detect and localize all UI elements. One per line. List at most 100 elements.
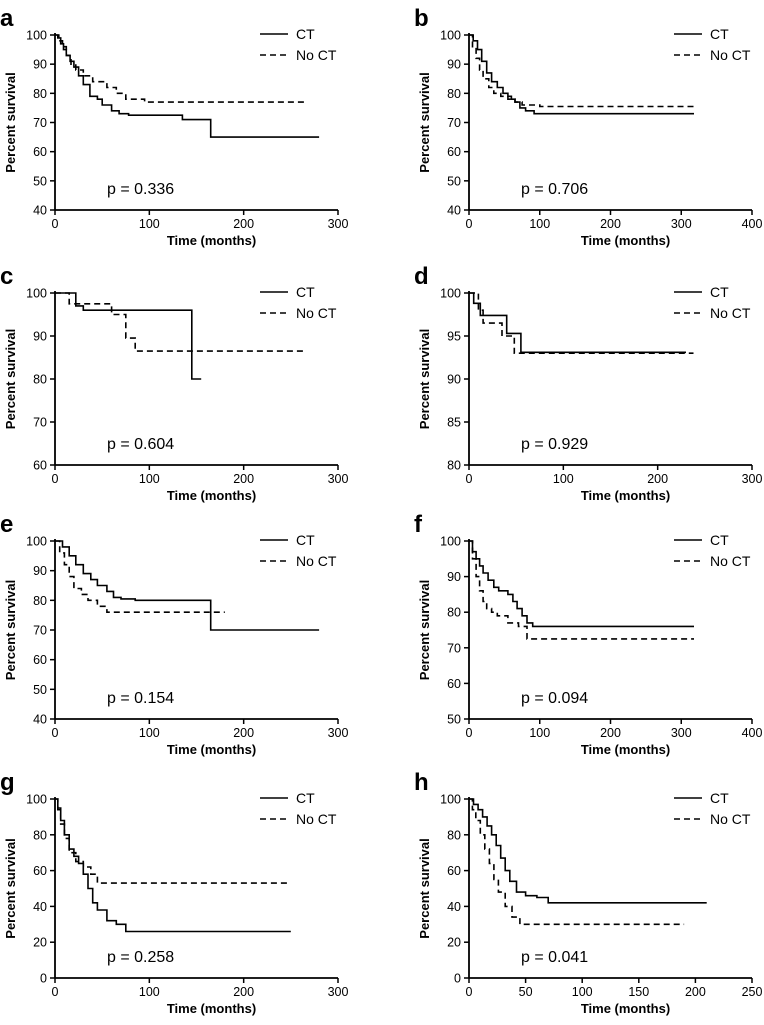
panel-b: b 40 50 60 70 80 90 100 0 100 200 300 400 Time (month… (414, 5, 762, 248)
panel-b-y-tick-label: 90 (447, 58, 461, 72)
panel-e-x-tick-label: 100 (139, 726, 160, 740)
panel-a-x-tick-label: 200 (233, 217, 254, 231)
panel-f-x-axis-title: Time (months) (581, 742, 670, 757)
panel-b-y-tick-label: 100 (440, 29, 461, 43)
panel-c-y-tick-label: 100 (26, 287, 47, 301)
panel-d-letter: d (414, 263, 429, 290)
panel-c: c 60 70 80 90 100 0 100 200 300 Time (months) Perce… (0, 263, 348, 503)
panel-e-y-tick-label: 100 (26, 535, 47, 549)
panel-f-legend-label: CT (710, 532, 729, 548)
panel-b-x-tick-label: 0 (466, 217, 473, 231)
panel-b-x-tick-label: 400 (742, 217, 763, 231)
panel-g-y-tick-label: 100 (26, 793, 47, 807)
panel-e-x-tick-label: 0 (52, 726, 59, 740)
panel-h-x-tick-label: 200 (685, 985, 706, 999)
panel-g-y-tick-label: 60 (33, 864, 47, 878)
panel-a-y-tick-label: 60 (33, 145, 47, 159)
panel-c-p-value: p = 0.604 (107, 436, 174, 453)
panel-c-y-tick-label: 60 (33, 459, 47, 473)
panel-d-x-tick-label: 200 (647, 472, 668, 486)
panel-g-y-axis-title: Percent survival (3, 838, 18, 938)
panel-h-legend-label: CT (710, 790, 729, 806)
panel-d-legend-label: CT (710, 284, 729, 300)
panel-c-y-tick-label: 90 (33, 330, 47, 344)
panel-a-p-value: p = 0.336 (107, 181, 174, 198)
panel-f: f 50 60 70 80 90 100 0 100 200 300 400 Time (months)… (414, 511, 762, 757)
panel-a-legend-label: CT (296, 26, 315, 42)
panel-c-x-tick-label: 100 (139, 472, 160, 486)
panel-d-p-value: p = 0.929 (521, 436, 588, 453)
panel-c-x-tick-label: 0 (52, 472, 59, 486)
panel-b-y-tick-label: 80 (447, 87, 461, 101)
panel-e-curve-no-ct (55, 540, 225, 613)
panel-a-legend-label: No CT (296, 47, 337, 63)
panel-b-x-tick-label: 100 (529, 217, 550, 231)
panel-c-curve-no-ct (55, 292, 305, 352)
panel-b-y-tick-label: 50 (447, 174, 461, 188)
panel-b-x-axis-title: Time (months) (581, 233, 670, 248)
panel-f-curve-no-ct (469, 540, 694, 640)
panel-d: d 80 85 90 95 100 0 100 200 300 Time (months) Perce… (414, 263, 762, 503)
panel-a-y-tick-label: 90 (33, 58, 47, 72)
panel-g-y-tick-label: 80 (33, 828, 47, 842)
panel-h-x-tick-label: 150 (628, 985, 649, 999)
panel-c-y-tick-label: 70 (33, 416, 47, 430)
panel-f-x-tick-label: 400 (742, 726, 763, 740)
panel-c-x-axis-title: Time (months) (167, 488, 256, 503)
panel-f-y-tick-label: 70 (447, 641, 461, 655)
panel-b-y-axis-title: Percent survival (417, 72, 432, 172)
panel-a-letter: a (0, 5, 14, 32)
panel-b-curve-ct (469, 34, 694, 115)
panel-d-y-tick-label: 80 (447, 459, 461, 473)
panel-g-x-tick-label: 100 (139, 985, 160, 999)
panel-b-x-tick-label: 300 (671, 217, 692, 231)
panel-b-y-tick-label: 60 (447, 145, 461, 159)
panel-e-legend-label: No CT (296, 553, 337, 569)
panel-c-x-tick-label: 300 (328, 472, 349, 486)
panel-a-y-tick-label: 70 (33, 116, 47, 130)
panel-a-y-axis-title: Percent survival (3, 72, 18, 172)
panel-g-y-tick-label: 40 (33, 900, 47, 914)
panel-h: h 0 20 40 60 80 100 0 50 100 150 200 250 Time (months… (414, 769, 762, 1016)
panel-h-y-tick-label: 80 (447, 828, 461, 842)
panel-d-legend-label: No CT (710, 305, 751, 321)
panel-c-y-axis-title: Percent survival (3, 329, 18, 429)
panel-f-y-tick-label: 60 (447, 677, 461, 691)
panel-h-y-tick-label: 20 (447, 936, 461, 950)
panel-h-y-tick-label: 0 (454, 972, 461, 986)
panel-f-letter: f (414, 511, 423, 538)
panel-e-y-tick-label: 40 (33, 713, 47, 727)
panel-a-curve-no-ct (55, 34, 305, 103)
panel-b-x-tick-label: 200 (600, 217, 621, 231)
panel-d-y-axis-title: Percent survival (417, 329, 432, 429)
panel-e-y-tick-label: 80 (33, 594, 47, 608)
panel-d-x-tick-label: 0 (466, 472, 473, 486)
panel-c-curve-ct (55, 292, 202, 380)
panel-c-legend-label: CT (296, 284, 315, 300)
panel-b-letter: b (414, 5, 429, 32)
panel-d-curve-ct (469, 292, 686, 354)
panel-b-curve-no-ct (469, 34, 694, 108)
panel-f-curve-ct (469, 540, 694, 628)
panel-e-x-tick-label: 300 (328, 726, 349, 740)
panel-g-letter: g (0, 769, 15, 796)
panel-a-curve-ct (55, 34, 320, 138)
panel-e-curve-ct (55, 540, 320, 631)
panel-d-y-tick-label: 85 (447, 416, 461, 430)
panel-e-x-axis-title: Time (months) (167, 742, 256, 757)
panel-b-p-value: p = 0.706 (521, 181, 588, 198)
panel-e-p-value: p = 0.154 (107, 690, 174, 707)
panel-f-y-axis-title: Percent survival (417, 580, 432, 680)
panel-b-y-tick-label: 70 (447, 116, 461, 130)
panel-f-y-tick-label: 90 (447, 570, 461, 584)
panel-e-y-tick-label: 90 (33, 564, 47, 578)
panel-a-x-tick-label: 0 (52, 217, 59, 231)
panel-h-p-value: p = 0.041 (521, 949, 588, 966)
panel-g-y-tick-label: 20 (33, 936, 47, 950)
panel-f-x-tick-label: 200 (600, 726, 621, 740)
panel-g-curve-no-ct (55, 798, 289, 884)
panel-d-y-tick-label: 90 (447, 373, 461, 387)
panel-f-p-value: p = 0.094 (521, 690, 588, 707)
panel-g-x-tick-label: 300 (328, 985, 349, 999)
